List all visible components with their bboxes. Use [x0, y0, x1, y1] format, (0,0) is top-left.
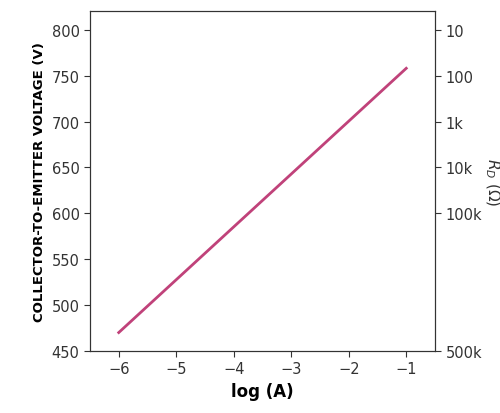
Y-axis label: $R_D$ (Ω): $R_D$ (Ω)	[483, 158, 500, 206]
Y-axis label: COLLECTOR-TO-EMITTER VOLTAGE (V): COLLECTOR-TO-EMITTER VOLTAGE (V)	[33, 42, 46, 321]
X-axis label: log (A): log (A)	[231, 382, 294, 400]
